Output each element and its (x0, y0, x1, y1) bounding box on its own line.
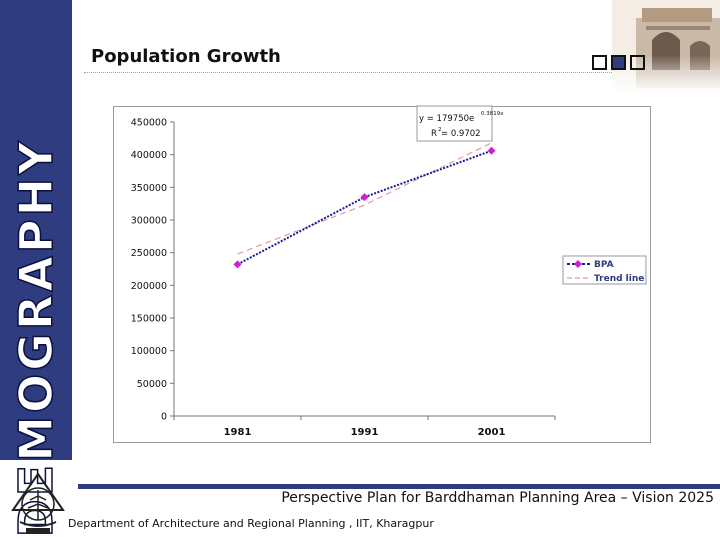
y-tick-label: 150000 (131, 314, 167, 325)
x-tick-label: 1981 (224, 427, 252, 438)
x-tick-label: 2001 (478, 427, 506, 438)
r-squared-sup: 2 (438, 127, 442, 133)
equation-exponent: 0.3819x (481, 111, 504, 117)
footer-department: Department of Architecture and Regional … (68, 517, 434, 530)
y-tick-label: 450000 (131, 118, 167, 129)
data-point-bpa (233, 260, 242, 269)
page-title: Population Growth (91, 46, 281, 67)
x-tick-label: 1991 (351, 427, 379, 438)
equation-box (416, 105, 493, 142)
nav-square-icon (592, 55, 607, 70)
series-line-bpa (237, 149, 492, 266)
nav-square-icon (611, 55, 626, 70)
legend-label-trend: Trend line (594, 274, 644, 284)
y-tick-label: 400000 (131, 150, 167, 161)
chart-frame (113, 106, 651, 443)
legend-marker-bpa (574, 260, 582, 268)
data-point-bpa (360, 193, 369, 202)
footer-divider (78, 484, 720, 489)
y-tick-label: 350000 (131, 183, 167, 194)
y-tick-label: 100000 (131, 346, 167, 357)
nav-squares (592, 54, 646, 72)
equation-text: y = 179750e (419, 114, 474, 124)
y-tick-label: 200000 (131, 281, 167, 292)
r-squared-text: R (431, 129, 437, 139)
title-divider (84, 72, 720, 73)
y-tick-label: 300000 (131, 216, 167, 227)
iit-logo (11, 472, 65, 534)
y-tick-label: 0 (161, 412, 167, 423)
trend-line (237, 142, 492, 255)
r-squared-value: = 0.9702 (441, 129, 481, 139)
legend-label-bpa: BPA (594, 260, 614, 270)
nav-square-icon (630, 55, 645, 70)
y-tick-label: 250000 (131, 248, 167, 259)
data-point-bpa (487, 146, 496, 155)
sidebar-band: DEMOGRAPHY (0, 0, 72, 538)
footer-title: Perspective Plan for Barddhaman Planning… (281, 490, 714, 506)
y-tick-label: 50000 (137, 379, 167, 390)
legend-box (562, 255, 647, 285)
